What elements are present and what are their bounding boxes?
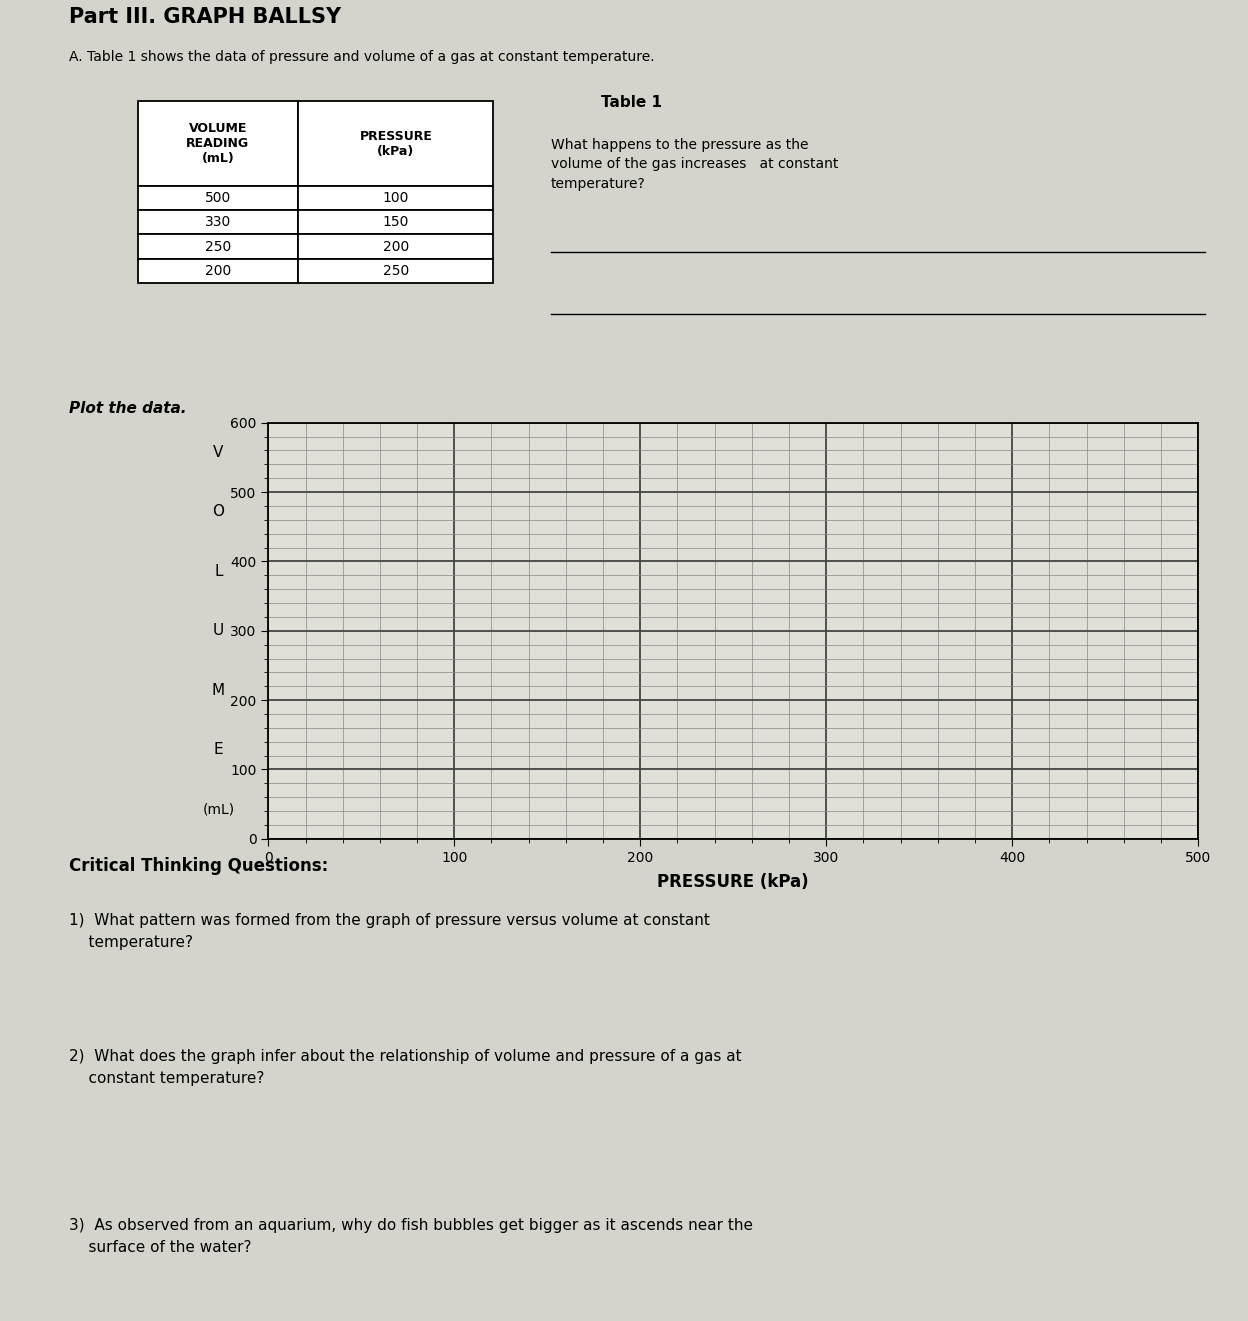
Text: 200: 200 bbox=[383, 239, 409, 254]
Bar bbox=[137, 259, 298, 283]
Text: Critical Thinking Questions:: Critical Thinking Questions: bbox=[69, 857, 328, 875]
Text: O: O bbox=[212, 505, 225, 519]
Bar bbox=[137, 100, 298, 186]
Text: Part III. GRAPH BALLSY: Part III. GRAPH BALLSY bbox=[69, 7, 341, 26]
Text: Plot the data.: Plot the data. bbox=[69, 400, 186, 416]
Text: (mL): (mL) bbox=[202, 802, 235, 816]
Text: What happens to the pressure as the
volume of the gas increases   at constant
te: What happens to the pressure as the volu… bbox=[550, 137, 839, 192]
Bar bbox=[137, 186, 298, 210]
Text: L: L bbox=[215, 564, 222, 579]
Bar bbox=[298, 186, 493, 210]
Text: 250: 250 bbox=[205, 239, 231, 254]
Text: 100: 100 bbox=[383, 192, 409, 205]
Text: 3)  As observed from an aquarium, why do fish bubbles get bigger as it ascends n: 3) As observed from an aquarium, why do … bbox=[69, 1218, 753, 1255]
Text: VOLUME
READING
(mL): VOLUME READING (mL) bbox=[186, 122, 250, 165]
Text: 150: 150 bbox=[383, 215, 409, 230]
Bar bbox=[137, 210, 298, 235]
Bar bbox=[137, 235, 298, 259]
Text: Table 1: Table 1 bbox=[600, 95, 661, 111]
Text: V: V bbox=[213, 445, 223, 460]
Text: M: M bbox=[212, 683, 225, 697]
Text: PRESSURE
(kPa): PRESSURE (kPa) bbox=[359, 129, 432, 157]
Bar bbox=[298, 100, 493, 186]
Text: 2)  What does the graph infer about the relationship of volume and pressure of a: 2) What does the graph infer about the r… bbox=[69, 1049, 741, 1086]
Text: 200: 200 bbox=[205, 264, 231, 277]
Text: E: E bbox=[213, 742, 223, 757]
Text: 330: 330 bbox=[205, 215, 231, 230]
Text: 250: 250 bbox=[383, 264, 409, 277]
Text: U: U bbox=[212, 624, 225, 638]
Bar bbox=[298, 235, 493, 259]
Text: 500: 500 bbox=[205, 192, 231, 205]
Bar bbox=[298, 259, 493, 283]
Text: A. Table 1 shows the data of pressure and volume of a gas at constant temperatur: A. Table 1 shows the data of pressure an… bbox=[69, 50, 654, 65]
X-axis label: PRESSURE (kPa): PRESSURE (kPa) bbox=[658, 873, 809, 890]
Bar bbox=[298, 210, 493, 235]
Text: 1)  What pattern was formed from the graph of pressure versus volume at constant: 1) What pattern was formed from the grap… bbox=[69, 913, 710, 950]
